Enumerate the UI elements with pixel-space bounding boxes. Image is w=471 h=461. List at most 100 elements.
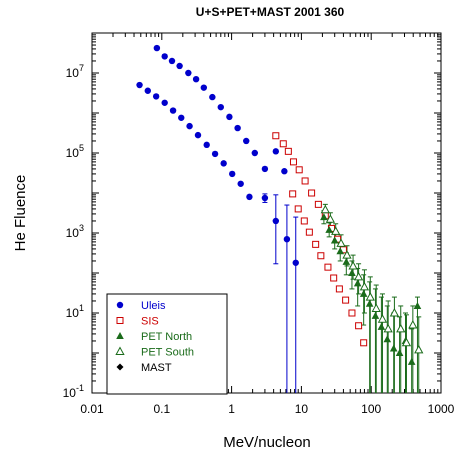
error-bars: [262, 193, 422, 393]
data-point: [153, 44, 161, 52]
legend-entry: Uleis: [141, 300, 166, 312]
data-point: [383, 335, 392, 343]
data-point: [178, 114, 185, 121]
data-point: [336, 238, 346, 247]
x-tick-label: 100: [361, 402, 381, 416]
data-point: [243, 137, 250, 145]
data-point: [348, 309, 356, 317]
data-point: [371, 311, 380, 319]
legend-entry: MAST: [141, 362, 172, 374]
data-point: [301, 177, 309, 185]
data-point: [161, 53, 168, 60]
data-point: [414, 344, 424, 354]
data-point: [308, 189, 316, 197]
chart-title: U+S+PET+MAST 2001 360: [196, 5, 345, 19]
data-point: [377, 322, 386, 330]
data-point: [211, 150, 219, 158]
data-point: [353, 271, 364, 281]
x-tick-label: 1000: [428, 402, 455, 416]
data-point: [407, 357, 416, 365]
data-point: [217, 103, 224, 111]
data-point: [365, 292, 375, 301]
data-point: [176, 62, 183, 70]
data-point: [294, 205, 302, 213]
data-point: [220, 160, 227, 167]
data-point: [413, 301, 422, 309]
legend-marker: [116, 363, 124, 371]
data-point: [342, 250, 352, 259]
data-point: [342, 296, 350, 304]
data-point: [169, 107, 177, 114]
data-point: [336, 247, 345, 255]
data-point: [272, 148, 280, 155]
data-point: [371, 303, 381, 312]
data-point: [355, 322, 363, 330]
y-tick-label: 103: [66, 223, 84, 240]
data-point: [279, 140, 287, 148]
data-point: [300, 217, 308, 225]
data-point: [237, 180, 244, 187]
x-tick-label: 0.1: [153, 402, 170, 416]
data-points: [136, 44, 424, 365]
data-point: [389, 344, 398, 352]
data-point: [295, 166, 303, 174]
data-point: [283, 235, 291, 243]
data-point: [348, 269, 356, 276]
x-axis-label: MeV/nucleon: [223, 434, 311, 451]
data-point: [330, 274, 338, 282]
axis-ticks: [91, 33, 442, 394]
y-tick-label: 10-1: [63, 383, 84, 400]
data-point: [389, 307, 400, 317]
data-point: [353, 279, 362, 287]
data-point: [305, 228, 313, 236]
data-point: [186, 122, 193, 130]
data-point: [246, 193, 253, 201]
data-point: [261, 194, 269, 202]
data-point: [320, 213, 328, 221]
data-point: [325, 225, 333, 233]
y-tick-label: 105: [66, 143, 84, 160]
data-point: [168, 57, 176, 65]
x-tick-label: 10: [295, 402, 309, 416]
x-tick-label: 1: [228, 402, 235, 416]
data-point: [192, 75, 200, 83]
data-point: [335, 285, 343, 293]
legend: Uleis SIS PET North PET South MAST: [106, 293, 228, 395]
data-point: [365, 299, 374, 307]
legend-entry: SIS: [141, 316, 159, 328]
data-point: [292, 259, 299, 266]
data-point: [320, 204, 330, 214]
data-point: [395, 349, 404, 356]
data-point: [360, 339, 368, 347]
data-point: [312, 240, 320, 248]
data-point: [144, 87, 151, 94]
data-point: [152, 93, 160, 100]
data-point: [348, 260, 358, 270]
data-point: [325, 214, 336, 223]
legend-entry: PET North: [141, 331, 192, 343]
data-point: [401, 337, 412, 347]
data-point: [226, 113, 233, 121]
data-point: [209, 93, 216, 101]
data-point: [229, 170, 236, 178]
data-point: [161, 99, 168, 106]
legend-marker: [115, 346, 125, 355]
data-point: [359, 281, 370, 291]
legend-entry: PET South: [141, 347, 194, 359]
data-point: [289, 158, 297, 166]
data-point: [342, 257, 351, 265]
legend-marker: [116, 317, 124, 324]
data-point: [314, 200, 322, 208]
data-point: [383, 323, 393, 333]
x-tick-label: 0.01: [80, 402, 104, 416]
data-point: [330, 236, 339, 244]
data-point: [377, 314, 388, 323]
data-point: [251, 149, 259, 157]
legend-marker: [116, 332, 124, 339]
y-tick-label: 107: [66, 63, 84, 80]
data-point: [281, 168, 288, 175]
data-point: [331, 226, 341, 235]
data-point: [408, 319, 418, 329]
data-point: [234, 124, 241, 132]
